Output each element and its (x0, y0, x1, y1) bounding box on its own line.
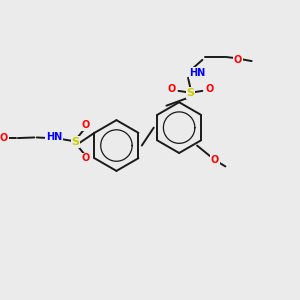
Text: O: O (233, 55, 242, 64)
Text: HN: HN (190, 68, 206, 78)
Text: O: O (206, 84, 214, 94)
Text: O: O (0, 133, 8, 143)
Text: S: S (71, 136, 80, 147)
Text: O: O (81, 153, 89, 164)
Text: O: O (81, 120, 89, 130)
Text: O: O (167, 84, 176, 94)
Text: S: S (187, 88, 194, 98)
Text: O: O (211, 155, 219, 166)
Text: HN: HN (46, 132, 62, 142)
